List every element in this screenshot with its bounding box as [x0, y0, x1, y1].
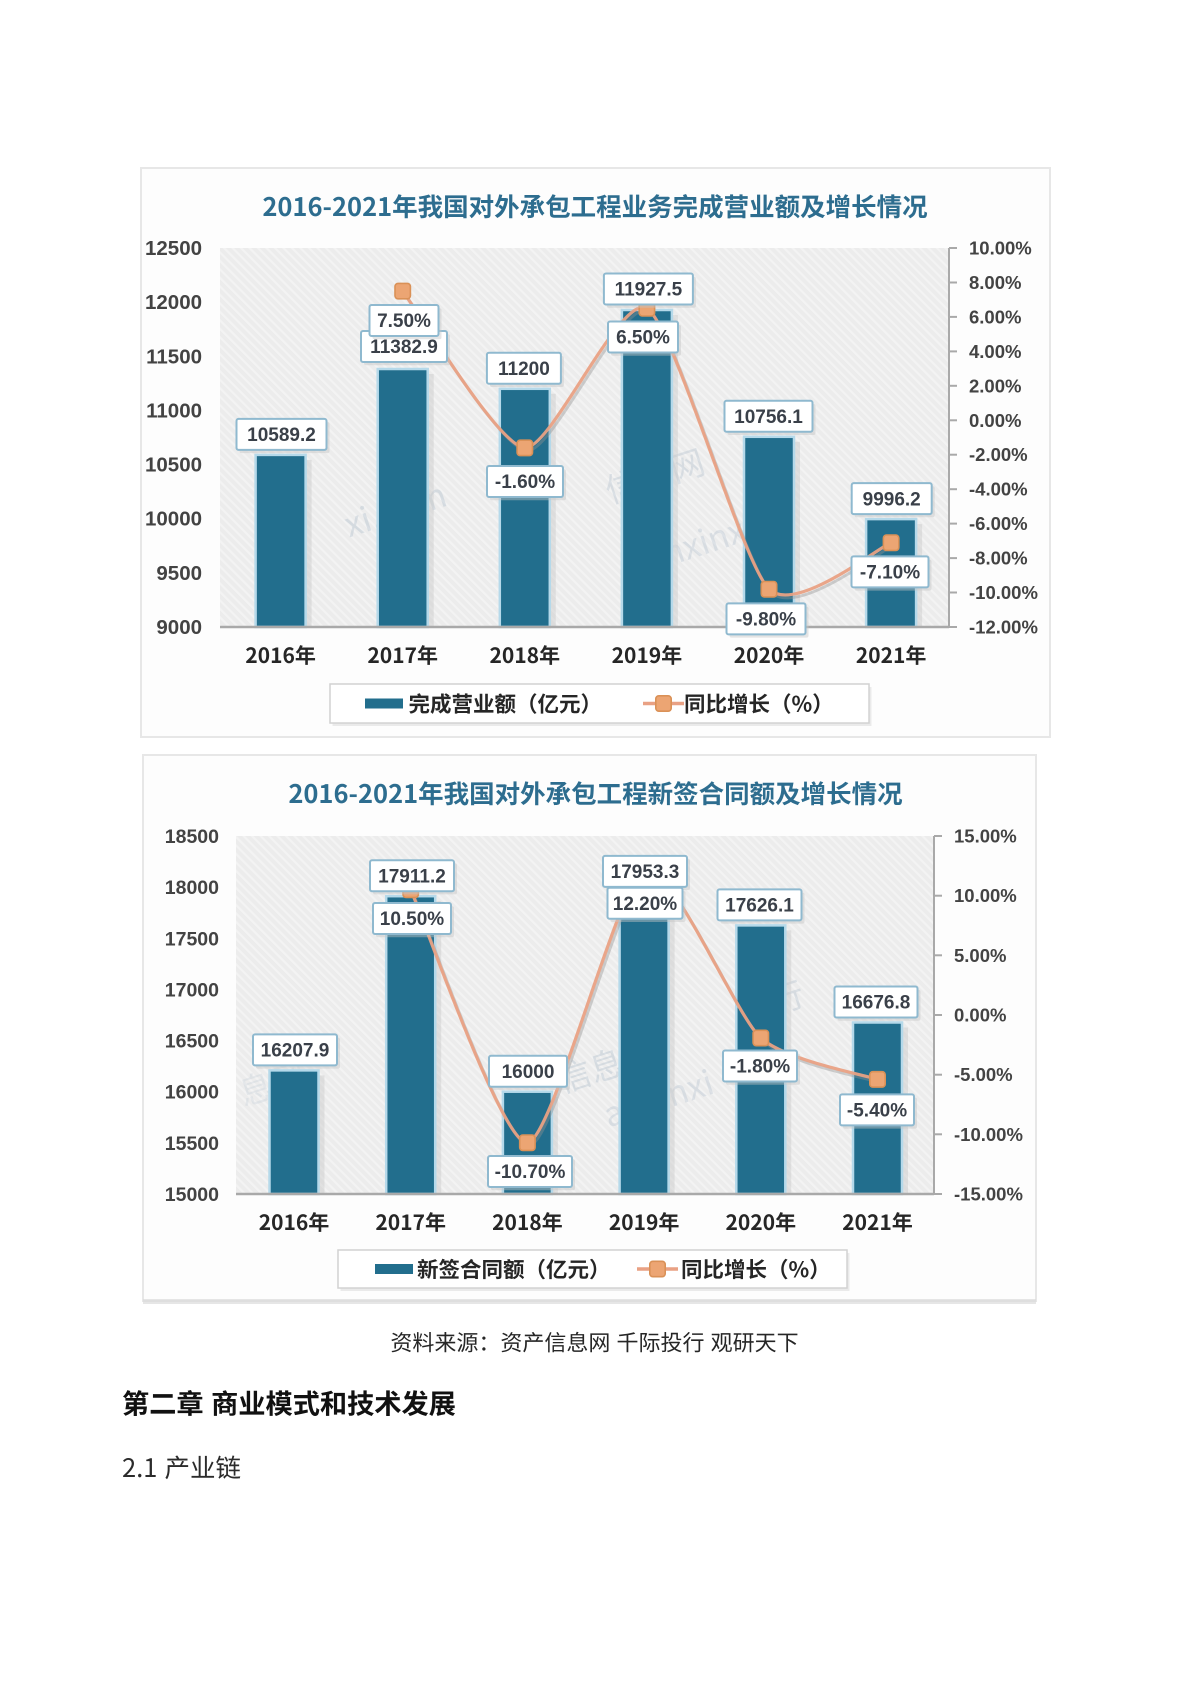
svg-text:10.00%: 10.00% — [954, 885, 1017, 906]
svg-text:-5.40%: -5.40% — [847, 1101, 907, 1122]
svg-text:12.20%: 12.20% — [613, 894, 678, 915]
svg-text:11382.9: 11382.9 — [370, 337, 438, 358]
svg-text:-10.70%: -10.70% — [495, 1162, 566, 1183]
svg-text:11927.5: 11927.5 — [615, 280, 683, 301]
svg-text:9000: 9000 — [156, 616, 202, 639]
svg-text:9500: 9500 — [156, 562, 202, 585]
svg-text:11500: 11500 — [146, 345, 202, 368]
svg-text:-6.00%: -6.00% — [969, 513, 1028, 534]
svg-text:10.50%: 10.50% — [380, 909, 445, 930]
svg-text:2.00%: 2.00% — [969, 375, 1021, 396]
svg-text:16500: 16500 — [165, 1031, 219, 1053]
svg-text:8.00%: 8.00% — [969, 272, 1021, 293]
svg-text:-2.00%: -2.00% — [969, 444, 1028, 465]
svg-text:10756.1: 10756.1 — [734, 407, 803, 428]
svg-text:11000: 11000 — [146, 399, 202, 422]
svg-text:17911.2: 17911.2 — [378, 866, 446, 887]
svg-text:6.00%: 6.00% — [969, 306, 1021, 327]
svg-text:-4.00%: -4.00% — [969, 479, 1028, 500]
svg-text:15500: 15500 — [165, 1133, 219, 1155]
svg-text:16000: 16000 — [165, 1082, 219, 1104]
svg-text:15.00%: 15.00% — [954, 826, 1017, 847]
svg-text:-10.00%: -10.00% — [969, 582, 1038, 603]
svg-text:4.00%: 4.00% — [969, 341, 1021, 362]
svg-text:12500: 12500 — [145, 237, 202, 260]
svg-text:16000: 16000 — [502, 1062, 555, 1083]
svg-text:-1.60%: -1.60% — [495, 472, 555, 493]
svg-text:-10.00%: -10.00% — [954, 1124, 1023, 1145]
svg-text:-1.80%: -1.80% — [730, 1057, 790, 1078]
svg-text:5.00%: 5.00% — [954, 945, 1006, 966]
svg-text:10.00%: 10.00% — [969, 238, 1032, 259]
svg-text:10589.2: 10589.2 — [247, 425, 316, 446]
svg-text:-8.00%: -8.00% — [969, 548, 1028, 569]
svg-text:17626.1: 17626.1 — [725, 896, 794, 917]
svg-text:10000: 10000 — [145, 508, 202, 531]
svg-text:17500: 17500 — [165, 928, 219, 950]
svg-text:10500: 10500 — [145, 454, 202, 477]
svg-text:16207.9: 16207.9 — [261, 1041, 330, 1062]
svg-text:-12.00%: -12.00% — [969, 617, 1038, 638]
svg-text:17953.3: 17953.3 — [611, 862, 680, 883]
svg-text:17000: 17000 — [165, 979, 219, 1001]
svg-text:9996.2: 9996.2 — [863, 489, 921, 510]
svg-text:15000: 15000 — [165, 1184, 219, 1206]
svg-text:12000: 12000 — [145, 291, 202, 314]
svg-text:7.50%: 7.50% — [377, 311, 431, 332]
svg-text:6.50%: 6.50% — [616, 328, 670, 349]
svg-text:-9.80%: -9.80% — [736, 610, 796, 631]
svg-text:0.00%: 0.00% — [969, 410, 1021, 431]
svg-text:-15.00%: -15.00% — [954, 1184, 1023, 1205]
svg-text:0.00%: 0.00% — [954, 1005, 1006, 1026]
svg-text:16676.8: 16676.8 — [842, 993, 911, 1014]
svg-text:18000: 18000 — [165, 877, 219, 899]
svg-text:18500: 18500 — [165, 826, 219, 848]
svg-text:11200: 11200 — [498, 359, 550, 380]
svg-text:-7.10%: -7.10% — [860, 563, 920, 584]
svg-text:-5.00%: -5.00% — [954, 1064, 1013, 1085]
